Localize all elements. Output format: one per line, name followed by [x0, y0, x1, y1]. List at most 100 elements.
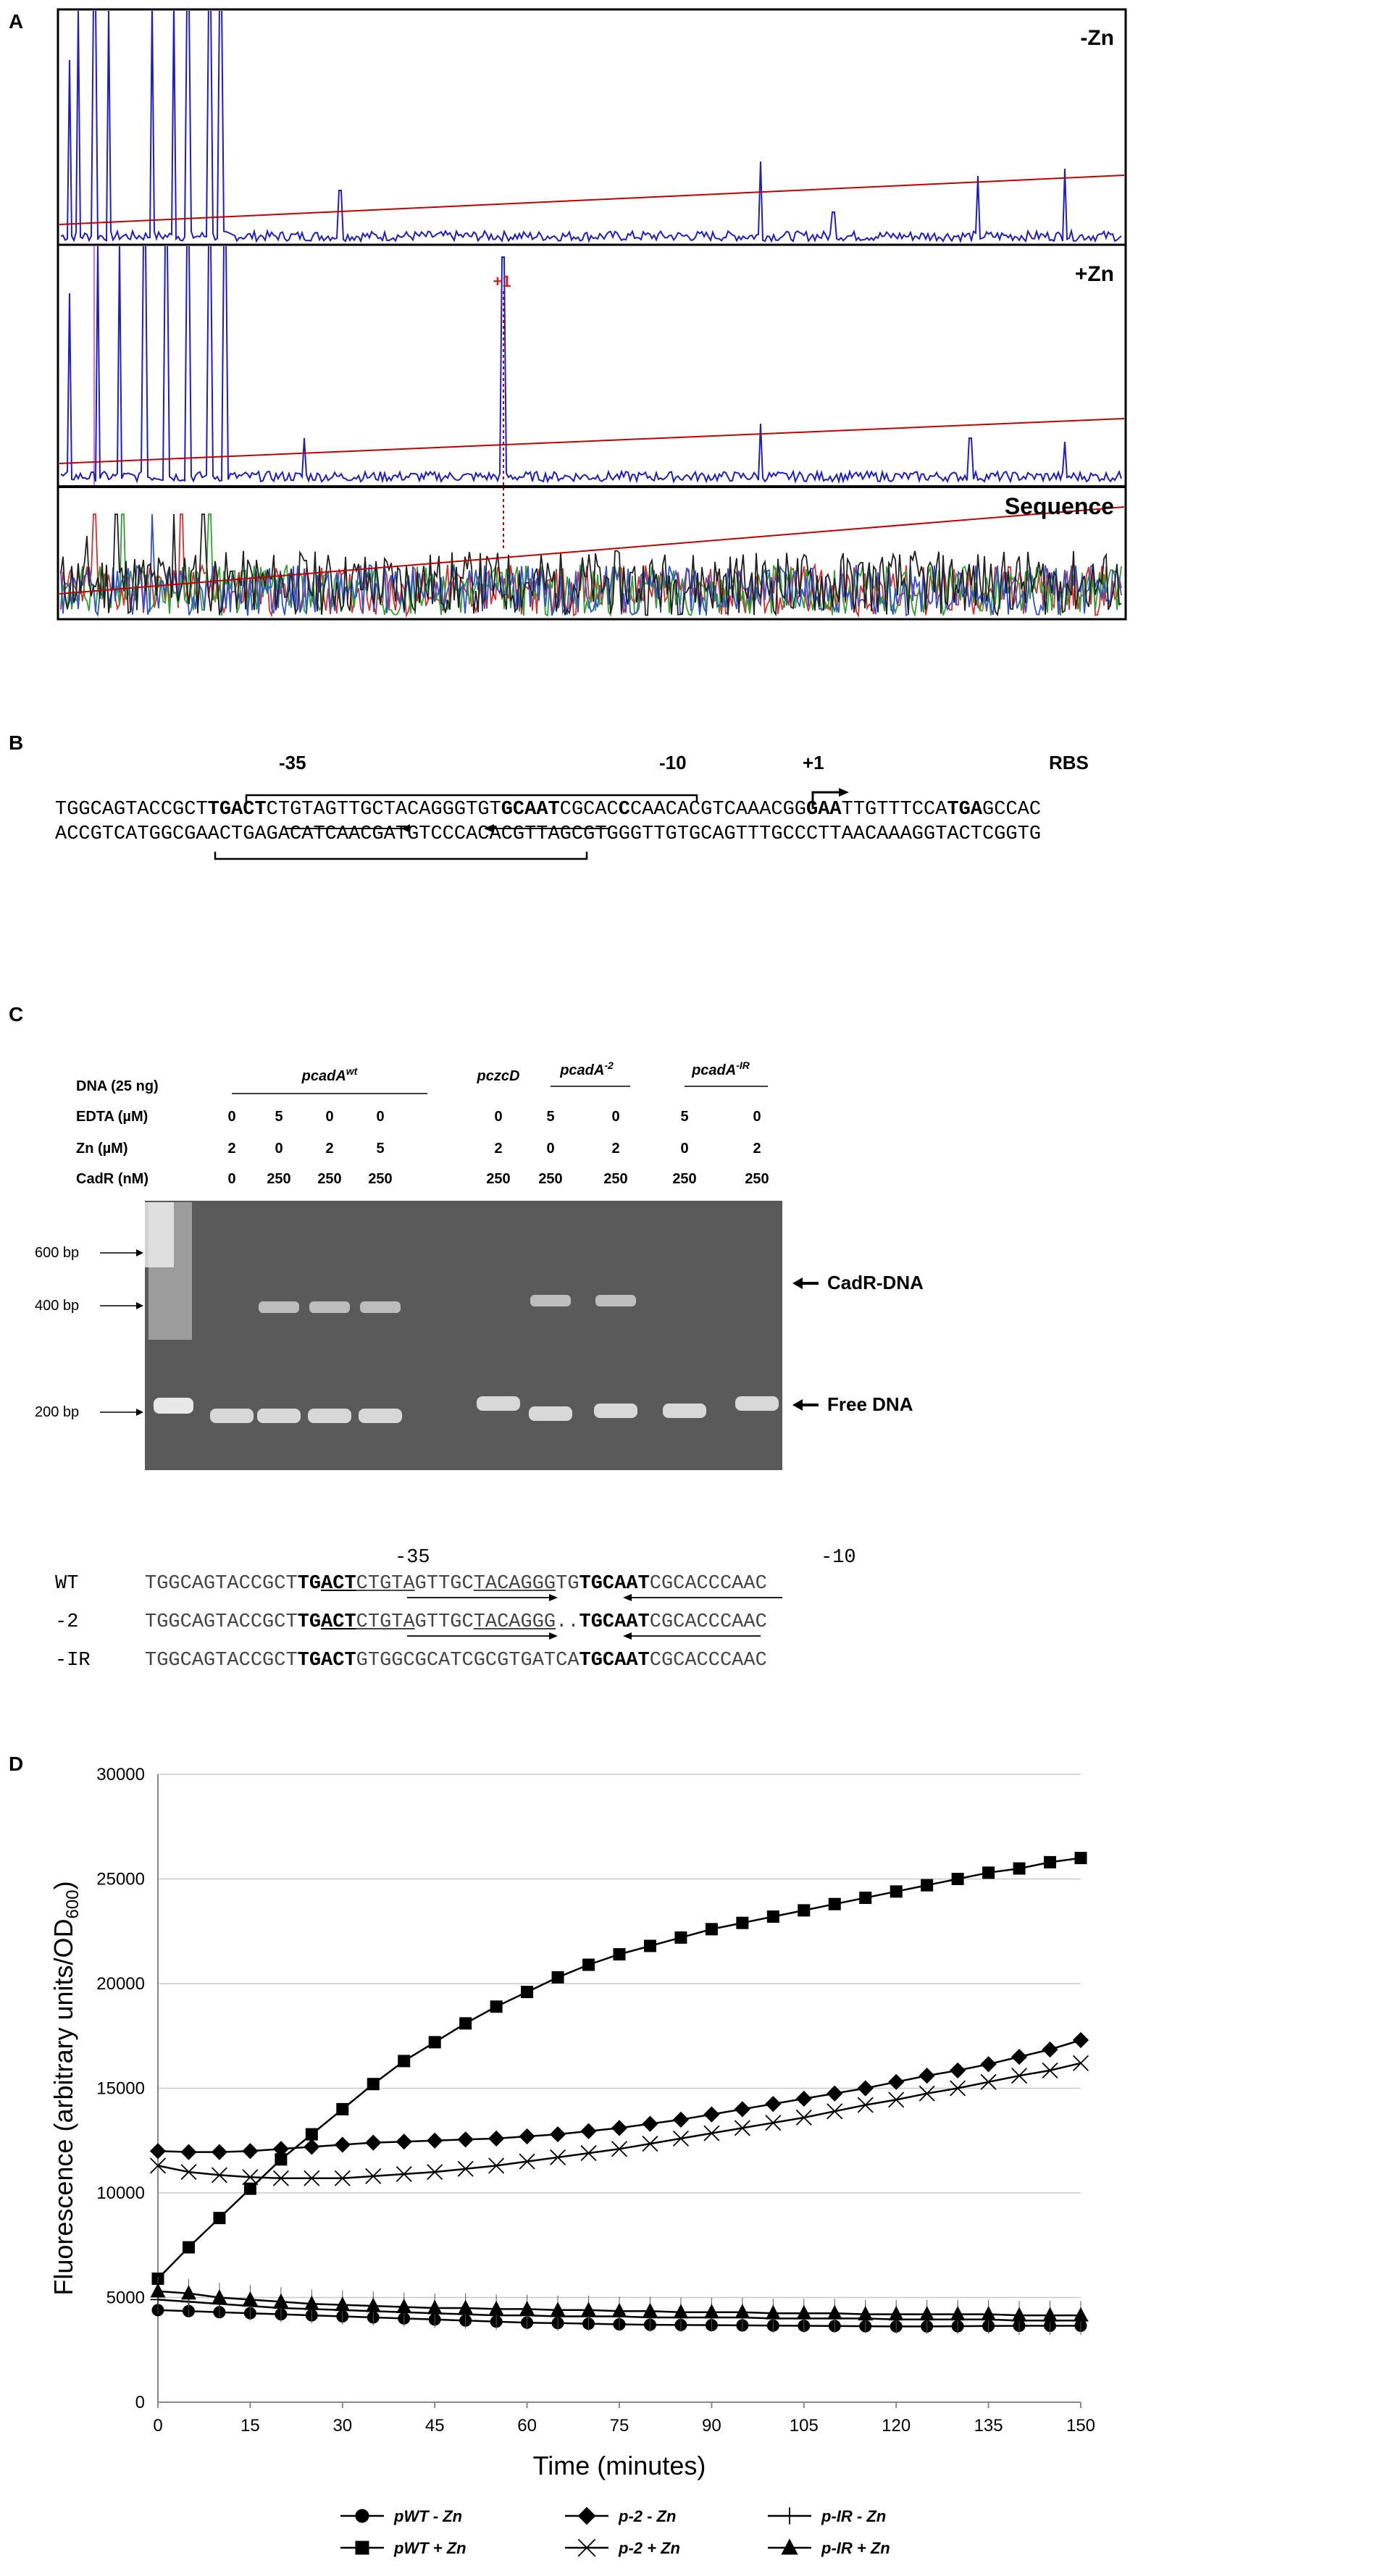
cadr-value: 250 [538, 1171, 562, 1187]
data-point [304, 2295, 319, 2310]
panel-a-letter: A [9, 10, 24, 33]
align-name-wt: WT [55, 1573, 79, 1595]
free-dna-band [594, 1404, 637, 1418]
edta-value: 5 [275, 1109, 283, 1125]
zn-value: 2 [494, 1141, 502, 1157]
x-tick-label: 75 [610, 2416, 629, 2436]
marker-200: 200 bp [35, 1404, 79, 1420]
data-point [858, 2306, 874, 2321]
data-point [1042, 2041, 1058, 2058]
data-point [642, 2115, 658, 2132]
data-point [519, 2300, 535, 2315]
data-point [827, 2304, 842, 2320]
data-point [519, 2128, 535, 2145]
data-point [212, 2289, 227, 2304]
panel-d-letter: D [9, 1753, 24, 1775]
x-tick-label: 135 [974, 2416, 1003, 2436]
panel-b-annotations [214, 788, 849, 860]
align-seq-ir: TGGCAGTACCGCTTGACTGTGGCGCATCGCGTGATCATGC… [145, 1650, 767, 1671]
chart-legend: pWT - Zn p-2 - Zn p-IR - Zn pWT + Zn p-2 + Z… [340, 2506, 890, 2557]
data-point [304, 2139, 320, 2155]
y-tick-label: 0 [135, 2393, 145, 2412]
zn-value: 0 [680, 1141, 688, 1157]
data-point [1074, 1852, 1087, 1865]
plus-zn-size-standard [59, 418, 1124, 464]
data-point [888, 2073, 905, 2090]
panel-c-gel-figure: DNA (25 ng) EDTA (µM) Zn (µM) CadR (nM) … [35, 1060, 924, 1470]
data-point [643, 2302, 658, 2317]
data-point [981, 2306, 997, 2321]
data-point [919, 2306, 935, 2321]
data-point [736, 1916, 749, 1929]
data-point [396, 2134, 412, 2150]
data-point [705, 1923, 718, 1936]
gel-bands [145, 1202, 779, 1423]
cadr-dna-band [595, 1295, 636, 1306]
data-point [919, 2068, 935, 2084]
data-point [950, 2306, 966, 2321]
gel-image [145, 1201, 782, 1470]
data-point [1011, 2307, 1027, 2322]
y-axis-label: Fluorescence (arbitrary units/OD600) [49, 1881, 83, 2295]
data-point [582, 1958, 595, 1971]
x-tick-label: 120 [882, 2416, 911, 2436]
x-axis-label: Time (minutes) [533, 2451, 706, 2480]
data-point [735, 2304, 750, 2319]
sequence-label: Sequence [1005, 493, 1114, 519]
free-dna-band [529, 1406, 572, 1421]
data-point [365, 2134, 382, 2151]
align-name-ir: -IR [55, 1650, 91, 1671]
panel-b-letter: B [9, 731, 24, 754]
data-point [674, 1931, 687, 1944]
plus-one-label: +1 [493, 272, 511, 290]
data-point [613, 1948, 626, 1961]
data-point [766, 1910, 779, 1923]
plus1-label: +1 [803, 752, 824, 773]
x-tick-label: 60 [517, 2416, 537, 2436]
group-pcada-wt: pcadAwt [301, 1065, 359, 1084]
align-seq-wt: TGGCAGTACCGCTTGACTCTGTAGTTGCTACAGGGTGTGC… [145, 1573, 767, 1595]
legend-label: p-IR - Zn [821, 2507, 886, 2525]
zn-value: 2 [227, 1141, 235, 1157]
marker-400: 400 bp [35, 1298, 79, 1314]
data-point [273, 2293, 289, 2308]
data-point [211, 2144, 228, 2160]
group-pcada-2: pcadA-2 [559, 1060, 614, 1078]
plus-zn-trace [60, 246, 1122, 484]
data-point [672, 2111, 690, 2128]
data-point [1042, 2307, 1058, 2322]
series-3 [149, 2055, 1089, 2186]
edta-value: 0 [227, 1109, 235, 1125]
cadr-value: 0 [227, 1171, 235, 1187]
data-point [581, 2302, 596, 2317]
free-dna-band [477, 1396, 520, 1411]
data-point [150, 2283, 166, 2298]
free-dna-band [308, 1409, 351, 1423]
gel-lane-values: 0 5 0 0 0 5 0 5 0 2 0 2 5 2 0 2 0 2 0 250 250 250 250 250 250 250… [227, 1109, 769, 1187]
data-point [180, 2144, 197, 2160]
data-point [950, 2062, 966, 2079]
edta-value: 0 [494, 1109, 502, 1125]
legend-item: pWT + Zn [340, 2539, 466, 2557]
data-point [549, 2126, 566, 2143]
cadr-value: 250 [368, 1171, 392, 1187]
data-point [827, 2085, 843, 2102]
data-point [982, 1866, 995, 1879]
data-point [577, 2506, 596, 2525]
zn-value: 2 [325, 1141, 333, 1157]
minus-zn-size-standard [59, 175, 1124, 225]
data-point [765, 2096, 782, 2113]
alignment-arrows [407, 1594, 782, 1640]
data-point [459, 2017, 472, 2030]
data-point [355, 2509, 369, 2523]
panel-c-letter: C [9, 1003, 24, 1025]
marker-600: 600 bp [35, 1245, 79, 1261]
data-point [213, 2212, 226, 2225]
legend-item: p-2 - Zn [565, 2506, 676, 2525]
data-point [1010, 2049, 1028, 2065]
zn-value: 5 [376, 1141, 384, 1157]
x-tick-label: 150 [1066, 2416, 1095, 2436]
data-point [182, 2241, 195, 2254]
row-label-edta: EDTA (µM) [76, 1109, 148, 1125]
cadr-dna-band [259, 1301, 299, 1313]
